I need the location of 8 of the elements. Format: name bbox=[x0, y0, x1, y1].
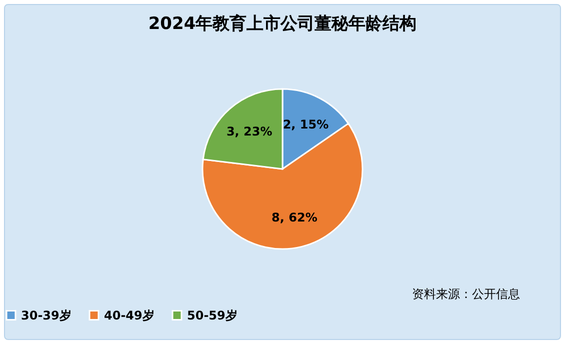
data-label: 2, 15% bbox=[282, 118, 329, 132]
data-label: 3, 23% bbox=[226, 124, 272, 139]
legend-label: 40-49岁 bbox=[104, 308, 154, 322]
text: 资料来源：公开信息 bbox=[412, 286, 520, 303]
legend-label: 30-39岁 bbox=[21, 308, 72, 322]
chart-title: 2024年教育上市公司董秘年龄结构 bbox=[148, 13, 417, 34]
legend-label: 50-59岁 bbox=[187, 308, 238, 322]
data-label: 8, 62% bbox=[272, 210, 318, 225]
